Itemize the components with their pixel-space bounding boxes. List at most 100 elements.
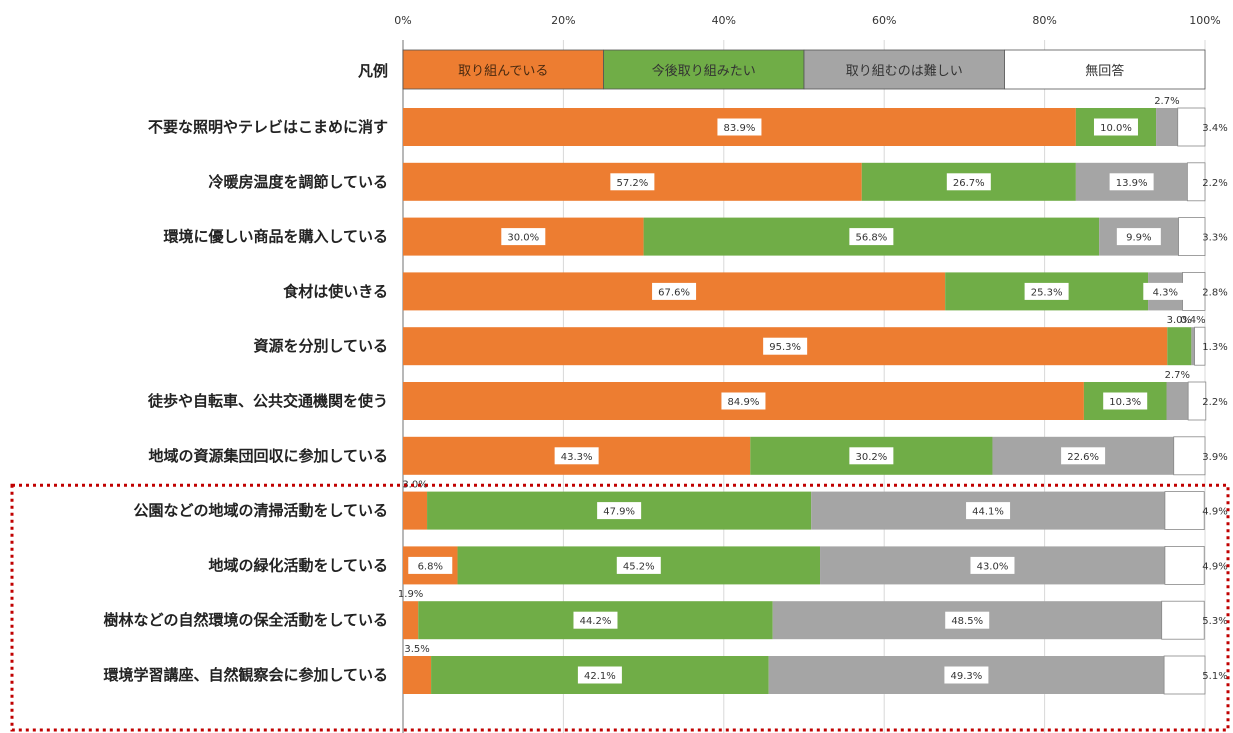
data-label: 2.8% — [1202, 287, 1227, 298]
category-label: 環境に優しい商品を購入している — [163, 228, 388, 246]
data-label: 43.0% — [977, 561, 1009, 572]
x-tick-label: 100% — [1189, 14, 1220, 27]
category-labels: 不要な照明やテレビはこまめに消す冷暖房温度を調節している環境に優しい商品を購入し… — [103, 118, 388, 684]
data-label-box — [1109, 173, 1154, 191]
x-axis-ticks: 0% 20% 40% 60% 80% 100% — [394, 14, 1220, 27]
category-label: 冷暖房温度を調節している — [208, 173, 388, 191]
data-label: 49.3% — [951, 671, 983, 682]
bars: 83.9% 10.0% 2.7% 3.4% 57.2% 26.7% 13.9% 2.2% 30.… — [398, 96, 1228, 695]
data-label-box — [849, 447, 894, 465]
data-label-box — [597, 502, 642, 520]
data-label: 43.3% — [561, 452, 593, 463]
data-label: 83.9% — [724, 123, 756, 134]
bar-segment — [1156, 108, 1178, 146]
data-label: 0.4% — [1180, 315, 1205, 326]
data-label: 5.3% — [1202, 616, 1227, 627]
bar-segment — [1164, 546, 1205, 585]
bar-segment — [1161, 600, 1205, 640]
data-label: 45.2% — [623, 561, 655, 572]
data-label: 56.8% — [855, 233, 887, 244]
data-label-box — [721, 392, 766, 410]
data-label-box — [554, 447, 599, 465]
data-label: 2.2% — [1202, 178, 1227, 189]
data-label-box — [501, 228, 546, 246]
data-label: 1.3% — [1202, 342, 1227, 353]
bar-segment — [1163, 655, 1206, 695]
category-label: 樹林などの自然環境の保全活動をしている — [103, 611, 388, 629]
data-label: 44.1% — [972, 507, 1004, 518]
data-label-box — [616, 556, 661, 574]
data-label: 67.6% — [658, 287, 690, 298]
data-label-box — [970, 556, 1015, 574]
data-label-box — [849, 228, 894, 246]
data-label: 3.4% — [1202, 123, 1227, 134]
category-label: 資源を分別している — [253, 337, 388, 355]
data-label: 22.6% — [1067, 452, 1099, 463]
data-label-box — [1103, 392, 1148, 410]
data-label-box — [1024, 282, 1069, 300]
data-label: 2.7% — [1154, 96, 1179, 107]
bar-segment — [1166, 382, 1189, 420]
data-label-box — [1093, 118, 1138, 136]
data-label: 9.9% — [1126, 233, 1151, 244]
category-label: 不要な照明やテレビはこまめに消す — [148, 118, 388, 136]
legend: 凡例 取り組んでいる 今後取り組みたい 取り組むのは難しい 無回答 — [358, 49, 1206, 90]
legend-entry: 取り組んでいる — [458, 64, 548, 79]
x-tick-label: 20% — [551, 14, 575, 27]
bar-segment — [1177, 107, 1206, 147]
category-label: 徒歩や自転車、公共交通機関を使う — [147, 392, 388, 410]
category-label: 食材は使いきる — [283, 282, 388, 300]
bar-segment — [1167, 327, 1192, 366]
data-label: 10.0% — [1100, 123, 1132, 134]
data-label-box — [610, 173, 655, 191]
data-label: 26.7% — [953, 178, 985, 189]
bar-segment — [403, 601, 419, 640]
highlight-box — [10, 483, 1230, 732]
legend-title: 凡例 — [358, 62, 388, 80]
data-label: 1.9% — [398, 589, 423, 600]
data-label: 30.2% — [855, 452, 887, 463]
category-label: 地域の資源集団回収に参加している — [148, 447, 388, 465]
data-label-box — [717, 118, 762, 136]
data-label: 2.7% — [1165, 370, 1190, 381]
data-label: 4.3% — [1153, 287, 1178, 298]
data-label: 6.8% — [418, 561, 443, 572]
legend-entry: 今後取り組みたい — [652, 63, 756, 79]
data-label-box — [408, 556, 453, 574]
data-label-box — [966, 502, 1011, 520]
bar-segment — [403, 491, 428, 530]
data-label: 84.9% — [728, 397, 760, 408]
bar-segment — [403, 656, 432, 694]
legend-entry: 取り組むのは難しい — [846, 64, 963, 79]
data-label: 13.9% — [1116, 178, 1148, 189]
data-label-box — [946, 173, 991, 191]
bar-segment — [1178, 217, 1206, 257]
data-label: 3.5% — [404, 644, 429, 655]
data-label: 48.5% — [951, 616, 983, 627]
data-label: 4.9% — [1202, 561, 1227, 572]
data-label: 2.2% — [1202, 397, 1227, 408]
highlight-rect — [10, 483, 1230, 732]
data-label: 3.0% — [1167, 315, 1192, 326]
legend-swatch — [402, 49, 604, 90]
data-label: 95.3% — [769, 342, 801, 353]
data-label: 3.9% — [1202, 452, 1227, 463]
legend-entry: 無回答 — [1085, 63, 1124, 79]
data-label-box — [944, 666, 989, 684]
bar-segment — [1187, 381, 1207, 421]
data-label-box — [1061, 447, 1106, 465]
data-label-box — [577, 666, 622, 684]
data-label: 44.2% — [580, 616, 612, 627]
x-tick-label: 40% — [712, 14, 736, 27]
legend-swatch — [1004, 49, 1206, 90]
data-label-box — [945, 611, 990, 629]
data-label-box — [1116, 228, 1161, 246]
data-label: 57.2% — [616, 178, 648, 189]
data-label: 47.9% — [603, 507, 635, 518]
x-tick-label: 80% — [1032, 14, 1056, 27]
data-label-box — [652, 282, 697, 300]
category-label: 環境学習講座、自然観察会に参加している — [103, 666, 388, 684]
data-label: 25.3% — [1031, 287, 1063, 298]
data-label-box — [1143, 282, 1188, 300]
